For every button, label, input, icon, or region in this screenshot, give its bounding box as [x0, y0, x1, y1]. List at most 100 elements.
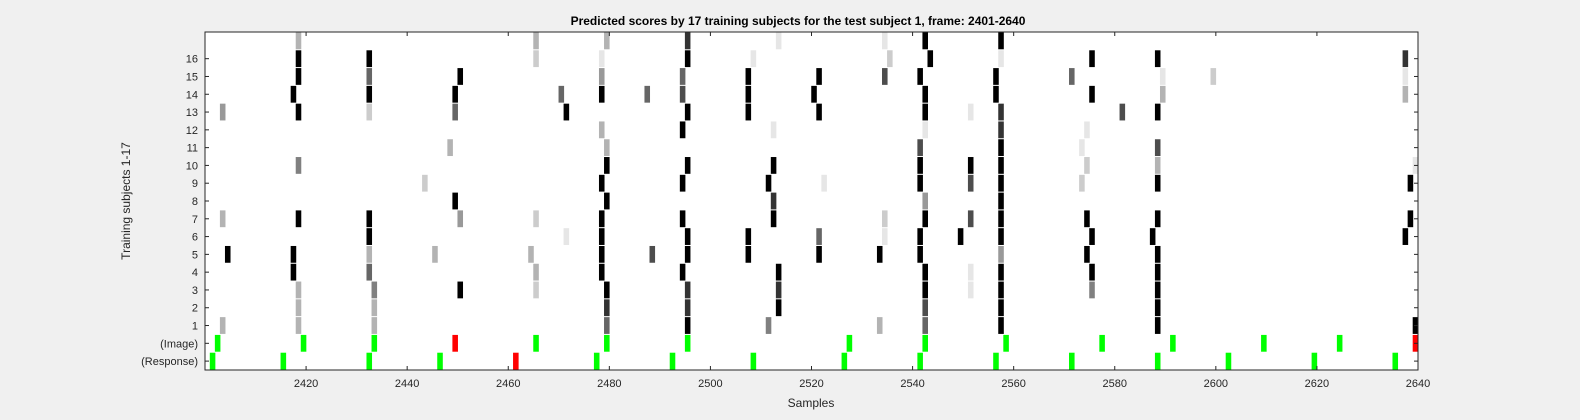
score-cell-subject-7: [967, 210, 974, 228]
response-marker: [669, 352, 676, 370]
score-cell-subject-4: [1154, 263, 1161, 281]
score-cell-subject-1: [922, 317, 928, 334]
score-cell-subject-8: [452, 192, 458, 210]
score-cell-subject-14: [452, 85, 458, 103]
score-cell-subject-1: [876, 317, 883, 334]
score-cell-subject-12: [998, 121, 1004, 139]
score-cell-subject-12: [1084, 121, 1090, 139]
score-cell-subject-9: [821, 174, 827, 192]
score-cell-subject-6: [366, 228, 373, 245]
score-cell-subject-9: [998, 174, 1004, 192]
score-cell-subject-6: [684, 228, 691, 245]
score-cell-subject-1: [604, 317, 610, 334]
score-cell-subject-5: [224, 245, 231, 263]
x-tick-label: 2520: [799, 378, 823, 390]
score-cell-subject-5: [528, 245, 534, 263]
score-cell-subject-16: [366, 50, 373, 68]
score-cell-subject-16: [887, 50, 893, 68]
score-cell-subject-17: [922, 32, 928, 50]
score-cell-subject-5: [684, 245, 691, 263]
score-cell-subject-9: [765, 174, 772, 192]
score-cell-subject-12: [770, 121, 777, 139]
score-cell-subject-2: [998, 299, 1004, 317]
score-cell-subject-5: [1084, 245, 1090, 263]
score-cell-subject-9: [422, 174, 428, 192]
score-cell-subject-7: [770, 210, 777, 228]
score-cell-subject-16: [927, 50, 934, 68]
score-cell-subject-13: [219, 103, 226, 121]
score-cell-subject-4: [679, 263, 686, 281]
y-tick-label: 1: [192, 321, 198, 333]
score-cell-subject-13: [684, 103, 691, 121]
score-cell-subject-7: [679, 210, 686, 228]
score-cell-subject-4: [922, 263, 928, 281]
image-marker: [1170, 334, 1176, 352]
score-cell-subject-8: [604, 192, 610, 210]
x-tick-label: 2580: [1103, 378, 1127, 390]
image-marker: [604, 334, 610, 352]
score-cell-subject-17: [882, 32, 888, 50]
score-cell-subject-16: [295, 50, 302, 68]
score-cell-subject-10: [684, 157, 691, 174]
score-cell-subject-10: [998, 157, 1004, 174]
score-cell-subject-10: [295, 157, 302, 174]
score-cell-subject-3: [922, 281, 928, 299]
score-cell-subject-4: [290, 263, 297, 281]
score-cell-subject-16: [1402, 50, 1409, 68]
score-cell-subject-15: [882, 68, 888, 85]
score-cell-subject-2: [295, 299, 302, 317]
score-cell-subject-10: [1154, 157, 1161, 174]
y-tick-label: 6: [192, 232, 198, 244]
score-cell-subject-8: [998, 192, 1004, 210]
score-cell-subject-13: [366, 103, 373, 121]
score-cell-subject-6: [745, 228, 752, 245]
score-cell-subject-14: [644, 85, 651, 103]
response-marker: [1392, 352, 1399, 370]
image-marker: [1003, 334, 1009, 352]
score-cell-subject-5: [1154, 245, 1161, 263]
score-cell-subject-6: [598, 228, 605, 245]
score-cell-subject-17: [295, 32, 302, 50]
score-cell-subject-3: [775, 281, 782, 299]
response-marker: [1311, 352, 1318, 370]
image-marker: [846, 334, 853, 352]
score-cell-subject-7: [533, 210, 539, 228]
x-axis: 2420 2440 2460 2480 2500 2520 2540 2560 2580 2600…: [294, 32, 1430, 390]
score-cell-subject-1: [219, 317, 226, 334]
score-cell-subject-16: [1089, 50, 1095, 68]
score-cell-subject-4: [366, 263, 373, 281]
score-cell-subject-14: [679, 85, 686, 103]
score-cell-subject-8: [922, 192, 928, 210]
score-cell-subject-13: [745, 103, 752, 121]
score-cell-subject-3: [967, 281, 974, 299]
score-cell-subject-7: [998, 210, 1004, 228]
score-cell-subject-5: [432, 245, 438, 263]
score-cell-subject-16: [998, 50, 1004, 68]
score-cell-subject-4: [598, 263, 605, 281]
image-marker: [533, 334, 539, 352]
score-cell-subject-15: [993, 68, 999, 85]
y-tick-label: 12: [186, 125, 198, 137]
score-cell-subject-16: [533, 50, 539, 68]
score-cell-subject-13: [295, 103, 302, 121]
y-tick-label: 13: [186, 107, 198, 119]
y-axis-label: Training subjects 1-17: [119, 142, 133, 260]
score-cell-subject-14: [745, 85, 752, 103]
score-cell-subject-15: [457, 68, 464, 85]
score-cell-subject-4: [967, 263, 974, 281]
x-tick-label: 2460: [496, 378, 520, 390]
score-cell-subject-14: [811, 85, 817, 103]
score-cell-subject-1: [371, 317, 378, 334]
score-cell-subject-3: [371, 281, 378, 299]
score-cell-subject-9: [1079, 174, 1085, 192]
score-cell-subject-1: [684, 317, 691, 334]
x-tick-label: 2620: [1305, 378, 1329, 390]
score-cell-subject-11: [998, 139, 1004, 157]
score-cell-subject-13: [1154, 103, 1161, 121]
y-tick-label: 16: [186, 54, 198, 66]
score-cell-subject-4: [998, 263, 1004, 281]
score-cell-subject-2: [922, 299, 928, 317]
score-cell-subject-17: [998, 32, 1004, 50]
